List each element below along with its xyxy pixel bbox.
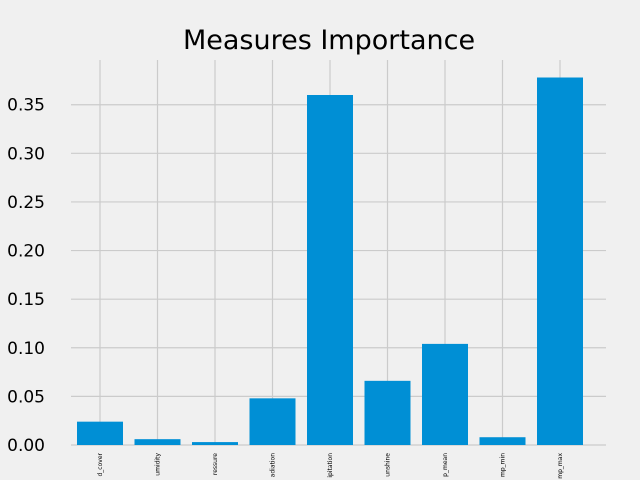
y-tick-label: 0.00 — [7, 436, 45, 456]
bar-sunshine — [364, 380, 411, 445]
y-tick-label: 0.30 — [7, 144, 45, 164]
x-tick-label: ipitation — [327, 453, 334, 478]
chart-title: Measures Importance — [183, 25, 475, 56]
x-tick-label: umidity — [155, 453, 162, 476]
bar-temp-mean — [422, 343, 468, 445]
bar-temp-max — [537, 77, 583, 445]
y-tick-label: 0.20 — [7, 242, 45, 262]
y-tick-label: 0.05 — [7, 387, 45, 407]
x-tick-labels: d_cover umidity ressure adiation ipitation un… — [97, 452, 564, 478]
x-tick-label: adiation — [270, 453, 277, 478]
y-tick-label: 0.10 — [7, 339, 45, 359]
x-tick-label: mp_max — [557, 453, 564, 479]
x-tick-label: d_cover — [97, 452, 104, 476]
bar-cloud-cover — [77, 421, 123, 445]
y-tick-labels: 0.00 0.05 0.10 0.15 0.20 0.25 0.30 0.35 — [7, 96, 45, 456]
bar-humidity — [134, 439, 181, 445]
y-tick-label: 0.15 — [7, 290, 45, 310]
bar-global-radiation — [249, 398, 296, 445]
bar-precipitation — [307, 95, 353, 445]
y-tick-label: 0.25 — [7, 193, 45, 213]
bars — [77, 77, 583, 445]
x-tick-label: mp_min — [500, 453, 507, 477]
y-tick-label: 0.35 — [7, 96, 45, 116]
x-tick-label: ressure — [212, 453, 219, 475]
bar-temp-min — [479, 437, 526, 445]
x-tick-label: unshine — [385, 453, 392, 477]
bar-pressure — [192, 442, 238, 445]
x-tick-label: p_mean — [442, 453, 449, 477]
